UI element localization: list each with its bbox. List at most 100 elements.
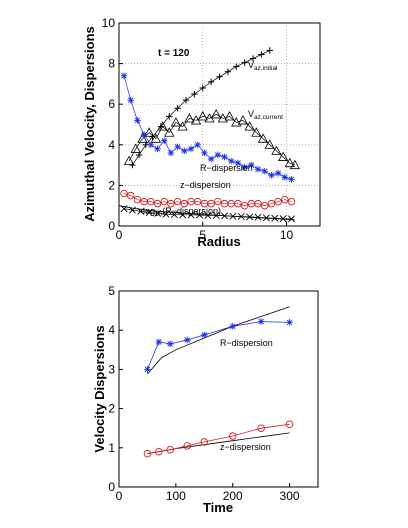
top-series-vcur-point xyxy=(264,139,275,149)
top-series-vinit-point xyxy=(199,84,206,92)
top-series-vcur-point xyxy=(224,111,235,121)
annotation-log-pre: log xyxy=(143,206,155,216)
top-series-vinit-line xyxy=(132,50,270,166)
top-series-zdisp-point xyxy=(193,197,202,206)
top-series-vcur-point xyxy=(177,121,188,131)
top-series-rdisp-point xyxy=(221,153,228,161)
top-series-vcur-point xyxy=(143,127,155,137)
top-series-logr-point xyxy=(246,213,254,221)
annotation-vaz-initial: Vaz,initial xyxy=(248,60,278,72)
bottom-y-tick-label: 0 xyxy=(108,480,115,494)
bottom-series-zdisp-point xyxy=(228,432,237,440)
top-series-zdisp-point xyxy=(167,199,175,208)
bottom-series-zdisp-point xyxy=(166,446,174,454)
top-series-logr-point xyxy=(237,212,245,220)
annotation-log-post: (R−dispersion) xyxy=(162,206,221,216)
top-series-zdisp xyxy=(120,189,296,210)
top-series-logr-point xyxy=(221,212,229,220)
bottom-y-tick-label: 2 xyxy=(108,402,115,416)
top-series-vcur-point xyxy=(237,115,249,125)
top-series-vinit-point xyxy=(224,68,232,75)
top-series-vinit-point xyxy=(258,51,265,58)
top-plot-frame xyxy=(118,22,321,227)
top-grid xyxy=(119,23,320,226)
bottom-series-rdisp xyxy=(144,318,293,373)
top-series-logr-point xyxy=(195,211,203,219)
top-series-rdisp-point xyxy=(241,163,248,171)
bottom-series-rdisp-point xyxy=(257,318,265,325)
top-series-zdisp-point xyxy=(153,199,162,208)
annotation-vaz-current-main: V xyxy=(248,109,254,119)
annotation-vaz-current-sub: az,current xyxy=(254,114,283,121)
top-series-vcur-point xyxy=(157,121,168,131)
top-series-logr-point xyxy=(145,209,153,217)
bottom-y-tick-label: 4 xyxy=(108,323,115,337)
bottom-ticks: 0 100 200 300 0 1 2 3 4 5 xyxy=(108,284,300,503)
annotation-log-r-dispersion: log10(R−dispersion) xyxy=(143,206,221,218)
top-series-rdisp-point xyxy=(174,143,181,151)
bottom-series-rdisp-point xyxy=(200,331,208,339)
top-x-tick-label: 0 xyxy=(116,228,123,242)
top-series-logr-point xyxy=(137,207,145,215)
top-series-vcur-point xyxy=(137,133,148,143)
top-series-rdisp-point xyxy=(248,161,255,169)
top-series-zdisp-point xyxy=(207,199,215,208)
bottom-panel: 0 100 200 300 0 1 2 3 4 5 Time Velocity Dispersio… xyxy=(92,284,319,515)
bottom-y-axis-label: Velocity Dispersions xyxy=(92,325,107,452)
top-series-rdisp-point xyxy=(134,117,141,124)
top-series-logr-point xyxy=(254,213,262,221)
top-y-tick-label: 8 xyxy=(108,57,115,71)
top-series-vinit-point xyxy=(233,63,240,70)
top-series-rdisp-point xyxy=(160,137,168,145)
bottom-series-zdisp-point xyxy=(285,420,294,429)
bottom-x-tick-label: 300 xyxy=(280,489,300,503)
bottom-y-tick-label: 3 xyxy=(108,362,115,376)
top-x-tick-label: 5 xyxy=(199,228,206,242)
top-series-rdisp-point xyxy=(154,145,161,153)
annotation-vaz-current: Vaz,current xyxy=(248,109,283,121)
top-series-vcur-point xyxy=(251,127,262,137)
top-series-rdisp-point xyxy=(181,147,188,155)
bottom-series-zdisp-point xyxy=(143,449,152,458)
top-series-rdisp-point xyxy=(187,145,195,153)
bottom-y-tick-label: 1 xyxy=(108,441,115,455)
bottom-series xyxy=(143,318,294,458)
bottom-y-tick-label: 5 xyxy=(108,284,115,298)
annotation-log-sub: 10 xyxy=(155,211,163,218)
top-series-logr-point xyxy=(120,205,128,213)
top-series-vcur-point xyxy=(210,109,222,119)
top-y-tick-label: 10 xyxy=(102,16,116,30)
top-series-logr xyxy=(120,205,296,223)
top-series-rdisp-point xyxy=(234,159,242,167)
top-series-logr-point xyxy=(128,206,136,214)
top-series-zdisp-point xyxy=(240,201,249,210)
top-series-vcur-point xyxy=(130,143,141,153)
top-series-logr-point xyxy=(179,211,187,219)
bottom-series-zdisp-point xyxy=(200,438,209,446)
top-series-logr-point xyxy=(212,211,220,219)
top-series-rdisp-point xyxy=(120,72,128,80)
top-series-rdisp-point xyxy=(268,171,275,179)
top-series xyxy=(120,47,301,223)
top-series-vinit-point xyxy=(249,55,257,62)
top-series-zdisp-point xyxy=(287,197,296,206)
bottom-annotation-z-dispersion: z−dispersion xyxy=(220,442,271,452)
top-series-zdisp-point xyxy=(281,195,289,204)
top-series-zdisp-point xyxy=(234,199,242,208)
top-series-rdisp-point xyxy=(281,173,289,181)
bottom-series-zdisp-point xyxy=(155,447,163,456)
top-series-rdisp-point xyxy=(147,141,155,149)
top-series-logr-point xyxy=(271,214,279,222)
top-series-zdisp-point xyxy=(147,197,155,206)
top-series-vcur xyxy=(123,109,301,170)
annotation-vaz-initial-main: V xyxy=(248,60,254,70)
top-series-rdisp-point xyxy=(288,176,295,183)
top-series-logr-point xyxy=(204,211,212,219)
top-series-vcur-point xyxy=(123,155,135,166)
top-series-vcur-point xyxy=(244,121,255,131)
bottom-x-tick-label: 0 xyxy=(116,489,123,503)
bottom-x-axis-label: Time xyxy=(203,500,233,515)
top-series-zdisp-point xyxy=(274,197,282,206)
top-y-tick-label: 2 xyxy=(108,178,115,192)
